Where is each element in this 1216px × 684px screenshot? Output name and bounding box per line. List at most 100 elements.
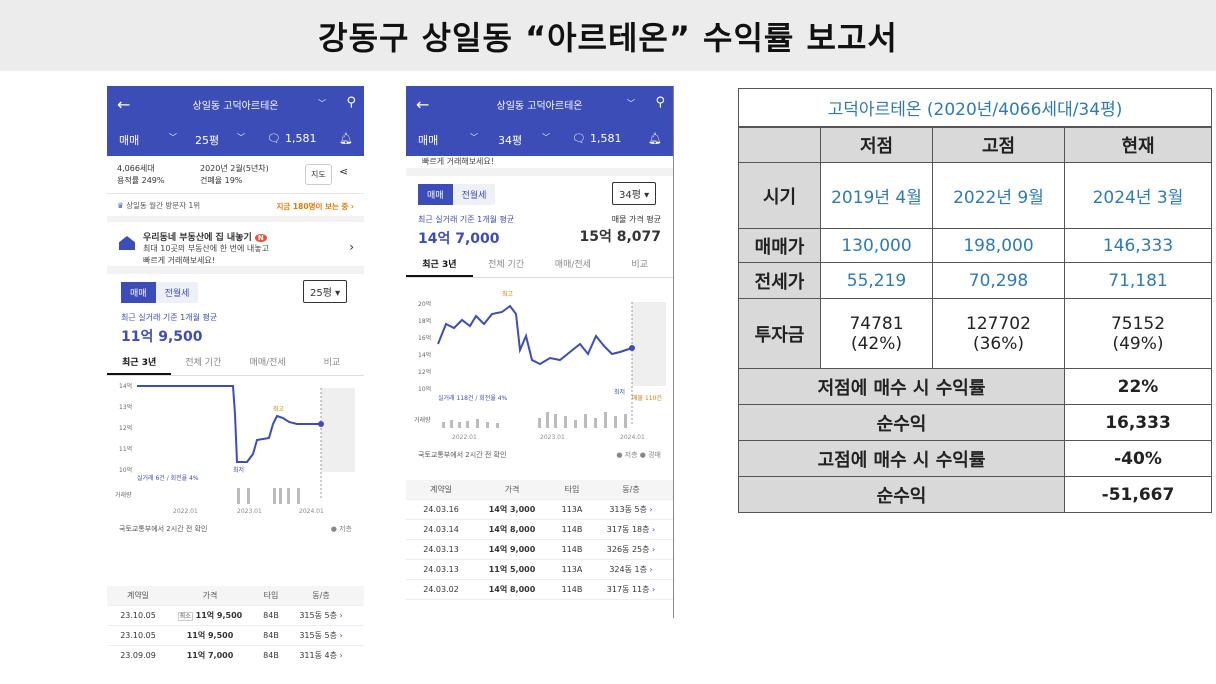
back-arrow-icon[interactable]: ← xyxy=(416,94,430,114)
x-tick: 2024.01 xyxy=(620,434,645,441)
built-date: 2020년 2월(5년차) xyxy=(200,164,269,173)
chevron-right-icon: › xyxy=(349,240,354,254)
trade-type-select[interactable]: 매매 xyxy=(418,134,439,147)
tab-3y[interactable]: 최근 3년 xyxy=(406,252,473,277)
chevron-down-icon[interactable]: ﹀ xyxy=(627,99,635,108)
cell-date: 24.03.02 xyxy=(423,585,459,594)
page-title: 강동구 상일동 “아르테온” 수익률 보고서 xyxy=(318,18,898,57)
current-point[interactable] xyxy=(318,421,324,427)
cell-unit: 326동 25층 xyxy=(606,545,650,554)
chevron-down-icon[interactable]: ﹀ xyxy=(318,99,326,108)
table-row[interactable]: 24.03.02 14억 8,000 114B 317동 11층 › xyxy=(406,580,673,600)
tab-all[interactable]: 전체 기간 xyxy=(488,260,525,270)
tab-3y[interactable]: 최근 3년 xyxy=(107,350,172,375)
cell: 2019년 4월 xyxy=(820,162,933,229)
listing-count: 매물 110건 xyxy=(632,394,662,402)
report-header: 고덕아르테온 (2020년/4066세대/34평) xyxy=(738,88,1212,128)
comment-icon[interactable]: 🗨 xyxy=(267,132,281,145)
cell-price: 11억 5,000 xyxy=(488,565,536,574)
comment-icon[interactable]: 🗨 xyxy=(572,132,586,145)
transaction-table: 계약일 가격 타입 동/층 23.10.05 최소 11억 9,500 84B … xyxy=(107,586,364,662)
summary-value: 22% xyxy=(1064,368,1212,405)
tab-sale[interactable]: 매매 xyxy=(121,282,156,303)
chevron-down-icon[interactable]: ﹀ xyxy=(470,133,478,142)
col-price: 가격 xyxy=(202,591,218,600)
table-row[interactable]: 24.03.14 14억 8,000 114B 317동 18층 › xyxy=(406,520,673,540)
cell-type: 84B xyxy=(263,631,279,640)
cell-date: 24.03.13 xyxy=(423,565,459,574)
trade-count: 실거래 118건 / 회전율 4% xyxy=(438,394,508,402)
cell-unit: 317동 11층 xyxy=(606,585,650,594)
app-header: ← 상일동 고덕아르테온 ﹀ ⚲ 매매 ﹀ 25평 ﹀ 🗨 1,581 🔔︎ xyxy=(107,86,364,156)
col-now: 현재 xyxy=(1064,126,1212,163)
chevron-down-icon[interactable]: ﹀ xyxy=(169,133,177,142)
cell-type: 113A xyxy=(561,505,583,514)
tab-all[interactable]: 전체 기간 xyxy=(185,358,222,368)
x-tick: 2024.01 xyxy=(299,508,324,515)
cut-text: 빠르게 거래해보세요! xyxy=(406,156,673,176)
size-select[interactable]: 34평 xyxy=(498,134,523,147)
chevron-down-icon[interactable]: ﹀ xyxy=(542,133,550,142)
table-row[interactable]: 23.10.05 11억 9,500 84B 315동 5층 › xyxy=(107,626,364,646)
tab-rent[interactable]: 전월세 xyxy=(155,282,199,303)
volume-label: 거래량 xyxy=(414,416,431,424)
table-row[interactable]: 24.03.13 11억 5,000 113A 324동 1층 › xyxy=(406,560,673,580)
table-row[interactable]: 23.09.09 11억 7,000 84B 311동 4층 › xyxy=(107,646,364,662)
comment-count[interactable]: 1,581 xyxy=(590,132,622,145)
row-label: 시기 xyxy=(738,162,821,229)
new-badge: N xyxy=(254,234,267,242)
legend: ● 저층 xyxy=(330,525,352,533)
chevron-right-icon: › xyxy=(649,565,653,574)
min-tag: 최소 xyxy=(177,612,193,621)
listing-promo[interactable]: 우리동네 부동산에 집 내놓기 N 최대 10곳의 부동산에 한 번에 내놓고 … xyxy=(107,222,364,274)
tab-rent[interactable]: 전월세 xyxy=(452,184,496,205)
share-icon[interactable]: ⋖ xyxy=(339,165,349,178)
cell: 71,181 xyxy=(1064,262,1212,299)
price-line xyxy=(437,304,633,366)
cell-date: 24.03.13 xyxy=(423,545,459,554)
bell-icon[interactable]: 🔔︎ xyxy=(339,132,353,145)
cell-type: 113A xyxy=(561,565,583,574)
cell: 55,219 xyxy=(820,262,933,299)
chevron-right-icon: › xyxy=(652,545,656,554)
size-dropdown[interactable]: 34평 ▾ xyxy=(612,182,657,205)
apartment-name[interactable]: 상일동 고덕아르테온 xyxy=(192,100,279,112)
location-pin-icon[interactable]: ⚲ xyxy=(655,95,665,110)
apartment-name[interactable]: 상일동 고덕아르테온 xyxy=(496,100,583,112)
map-button[interactable]: 지도 xyxy=(305,164,332,185)
location-pin-icon[interactable]: ⚲ xyxy=(346,95,356,110)
tab-sale-rent[interactable]: 매매/전세 xyxy=(249,358,286,368)
y-tick: 10억 xyxy=(119,466,132,474)
chevron-down-icon[interactable]: ﹀ xyxy=(237,133,245,142)
size-select[interactable]: 25평 xyxy=(195,134,220,147)
cell: 127702 (36%) xyxy=(932,298,1065,369)
col-high: 고점 xyxy=(932,126,1065,163)
cell-date: 24.03.16 xyxy=(423,505,459,514)
back-arrow-icon[interactable]: ← xyxy=(117,94,131,114)
summary-label: 저점에 매수 시 수익률 xyxy=(738,368,1065,405)
promo-title: 우리동네 부동산에 집 내놓기 xyxy=(143,233,252,243)
price-line xyxy=(137,385,321,463)
cell-price: 14억 9,000 xyxy=(488,545,536,554)
visitor-banner[interactable]: ♛ 상일동 월간 방문자 1위 지금 180명이 보는 중 › xyxy=(107,194,364,222)
comment-count[interactable]: 1,581 xyxy=(285,132,317,145)
table-row[interactable]: 24.03.13 14억 9,000 114B 326동 25층 › xyxy=(406,540,673,560)
tab-sale-rent[interactable]: 매매/전세 xyxy=(554,260,591,270)
summary-label: 순수익 xyxy=(738,476,1065,513)
tab-sale[interactable]: 매매 xyxy=(418,184,453,205)
size-dropdown[interactable]: 25평 ▾ xyxy=(303,280,348,303)
cell-date: 24.03.14 xyxy=(423,525,459,534)
chart-shade xyxy=(632,302,666,386)
bell-icon[interactable]: 🔔︎ xyxy=(648,132,662,145)
cell-price: 11억 7,000 xyxy=(186,651,234,660)
current-point[interactable] xyxy=(629,345,635,351)
cell-unit: 311동 4층 xyxy=(299,651,337,660)
y-tick: 11억 xyxy=(119,445,132,453)
tab-compare[interactable]: 비교 xyxy=(323,358,341,368)
table-row[interactable]: 23.10.05 최소 11억 9,500 84B 315동 5층 › xyxy=(107,606,364,626)
table-row[interactable]: 24.03.16 14억 3,000 113A 313동 5층 › xyxy=(406,500,673,520)
x-tick: 2022.01 xyxy=(452,434,477,441)
trade-type-select[interactable]: 매매 xyxy=(119,134,140,147)
tab-compare[interactable]: 비교 xyxy=(631,260,648,270)
cell: 130,000 xyxy=(820,228,933,263)
